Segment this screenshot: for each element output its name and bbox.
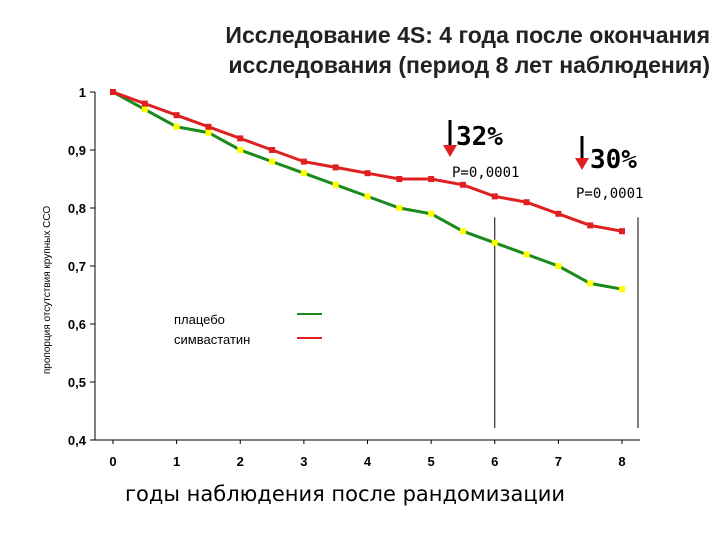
chart-title-line-2: исследования (период 8 лет наблюдения) <box>228 52 710 78</box>
data-point-simvastatin <box>237 135 244 142</box>
arrow-head-icon <box>443 145 457 157</box>
x-tick-label: 3 <box>300 454 307 469</box>
data-point-simvastatin <box>428 176 435 182</box>
p-value-label: P=0,0001 <box>452 165 519 181</box>
y-tick-label: 0,8 <box>68 201 86 216</box>
data-point-simvastatin <box>141 100 148 107</box>
data-point-simvastatin <box>459 181 466 188</box>
data-point-placebo <box>523 251 530 258</box>
data-point-placebo <box>141 106 148 113</box>
arrow-head-icon <box>575 158 589 170</box>
series-line-simvastatin <box>112 90 623 233</box>
data-point-placebo <box>237 147 244 153</box>
y-tick-label: 0,7 <box>68 259 86 274</box>
data-point-placebo <box>205 129 212 136</box>
y-tick-label: 0,5 <box>68 375 86 390</box>
risk-reduction-label: 32% <box>456 122 503 152</box>
y-tick-label: 0,4 <box>68 433 87 448</box>
chart-marks <box>110 89 625 293</box>
chart-title-line-1: Исследование 4S: 4 года после окончания <box>225 22 710 48</box>
data-point-placebo <box>491 239 498 246</box>
data-point-simvastatin <box>205 123 212 130</box>
x-tick-label: 2 <box>237 454 244 469</box>
x-tick-label: 8 <box>618 454 625 469</box>
x-axis-label: годы наблюдения после рандомизации <box>125 482 565 506</box>
p-value-label: P=0,0001 <box>576 186 643 202</box>
data-point-simvastatin <box>173 112 180 119</box>
legend-label: симвастатин <box>174 332 250 347</box>
x-tick-label: 7 <box>555 454 562 469</box>
data-point-simvastatin <box>491 193 498 200</box>
data-point-placebo <box>428 210 435 217</box>
data-point-placebo <box>173 123 180 130</box>
x-tick-label: 0 <box>109 454 116 469</box>
y-tick-label: 0,6 <box>68 317 86 332</box>
data-point-simvastatin <box>300 158 307 165</box>
y-tick-label: 0,9 <box>68 143 86 158</box>
data-point-placebo <box>459 228 466 235</box>
risk-reduction-label: 30% <box>590 145 637 175</box>
data-point-simvastatin <box>269 147 276 153</box>
data-point-simvastatin <box>396 176 403 182</box>
data-point-simvastatin <box>555 210 562 217</box>
x-tick-label: 1 <box>173 454 180 469</box>
data-point-simvastatin <box>332 164 339 171</box>
data-point-simvastatin <box>523 199 530 206</box>
data-point-placebo <box>555 263 562 269</box>
data-point-placebo <box>300 170 307 177</box>
series-line-placebo <box>112 90 623 291</box>
x-tick-label: 6 <box>491 454 498 469</box>
data-point-simvastatin <box>110 89 116 95</box>
data-point-placebo <box>396 205 403 211</box>
data-point-placebo <box>364 193 371 200</box>
axes: 0,4 0,5 0,6 0,7 0,8 0,9 1 0 1 2 3 4 5 6 7 8 <box>68 85 640 469</box>
data-point-simvastatin <box>619 228 625 235</box>
x-tick-label: 5 <box>428 454 435 469</box>
chart-labels: пропорция отсутствия крупных ССО годы наб… <box>42 120 643 506</box>
data-point-placebo <box>332 181 339 188</box>
x-tick-label: 4 <box>364 454 372 469</box>
y-axis-label: пропорция отсутствия крупных ССО <box>42 206 53 374</box>
data-point-simvastatin <box>587 222 594 229</box>
legend-label: плацебо <box>174 312 225 327</box>
data-point-placebo <box>269 158 276 165</box>
y-tick-label: 1 <box>79 85 86 100</box>
data-point-placebo <box>587 280 594 287</box>
data-point-placebo <box>619 286 625 293</box>
data-point-simvastatin <box>364 170 371 177</box>
